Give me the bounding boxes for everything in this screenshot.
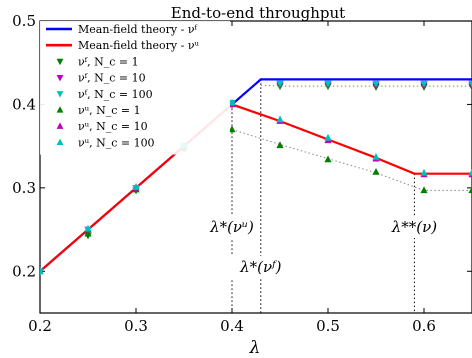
dotted-guide-line: [260, 84, 472, 87]
x-axis-label: λ: [249, 338, 261, 358]
data-point: [420, 186, 428, 194]
data-point: [132, 183, 140, 190]
legend-background: [40, 21, 230, 155]
legend-label: νᶠ, N_c = 1: [78, 55, 139, 68]
data-point: [276, 115, 284, 123]
x-tick-label: 0.3: [124, 317, 148, 335]
data-point: [276, 141, 284, 149]
data-point: [468, 168, 472, 176]
plot-frame: [39, 20, 472, 314]
plot-area: 0.2 0.3 0.4 0.5 0.6 0.2 0.3 0.4 0.5 λ*(νᵘ) λ*(νᶠ) λ…: [12, 12, 472, 335]
annotation-bg: [200, 216, 264, 238]
x-tick-label: 0.5: [316, 317, 340, 335]
legend-marker-swatch: [56, 106, 64, 113]
legend-marker-swatch: [56, 74, 64, 82]
x-tick-label: 0.6: [412, 317, 436, 335]
y-tick-label: 0.2: [12, 262, 36, 280]
data-point: [228, 125, 236, 133]
legend-label: νᶠ, N_c = 10: [78, 72, 146, 85]
legend-marker-swatch: [56, 58, 64, 66]
data-point: [372, 152, 380, 160]
legend-marker-swatch: [56, 138, 64, 146]
legend-label: νᶠ, N_c = 100: [78, 88, 153, 101]
y-tick-label: 0.3: [12, 179, 36, 197]
data-point: [372, 80, 380, 88]
data-point: [324, 80, 332, 88]
data-point: [84, 229, 92, 237]
y-tick-label: 0.4: [12, 95, 36, 113]
legend-marker-swatch: [56, 91, 64, 98]
annotation-label: λ*(νᵘ): [209, 218, 254, 236]
x-tick-label: 0.4: [220, 317, 244, 335]
x-tick-label: 0.2: [28, 317, 52, 335]
data-point: [420, 168, 428, 176]
annotation-label: λ**(ν): [391, 218, 437, 236]
legend-label: νᵘ, N_c = 10: [78, 120, 148, 133]
data-point: [468, 186, 472, 194]
legend-label: Mean-field theory - νᶠ: [78, 23, 198, 36]
annotation-label: λ*(νᶠ): [239, 258, 281, 276]
chart-title: End-to-end throughput: [171, 4, 345, 22]
legend-label: Mean-field theory - νᵘ: [78, 39, 200, 52]
annotation-bg: [382, 216, 447, 238]
data-point: [228, 98, 236, 106]
dotted-guide-line: [231, 128, 472, 191]
data-point: [84, 224, 92, 232]
legend-marker-swatch: [56, 122, 64, 129]
data-point: [324, 133, 332, 141]
data-point: [324, 155, 332, 163]
data-point: [276, 80, 284, 88]
legend-label: νᵘ, N_c = 100: [78, 136, 155, 149]
data-point: [40, 267, 44, 275]
data-point: [372, 168, 380, 175]
data-point: [420, 80, 428, 88]
data-point: [468, 80, 472, 88]
y-tick-label: 0.5: [12, 12, 36, 30]
annotation-bg: [228, 256, 293, 278]
legend-label: νᵘ, N_c = 1: [78, 104, 141, 117]
